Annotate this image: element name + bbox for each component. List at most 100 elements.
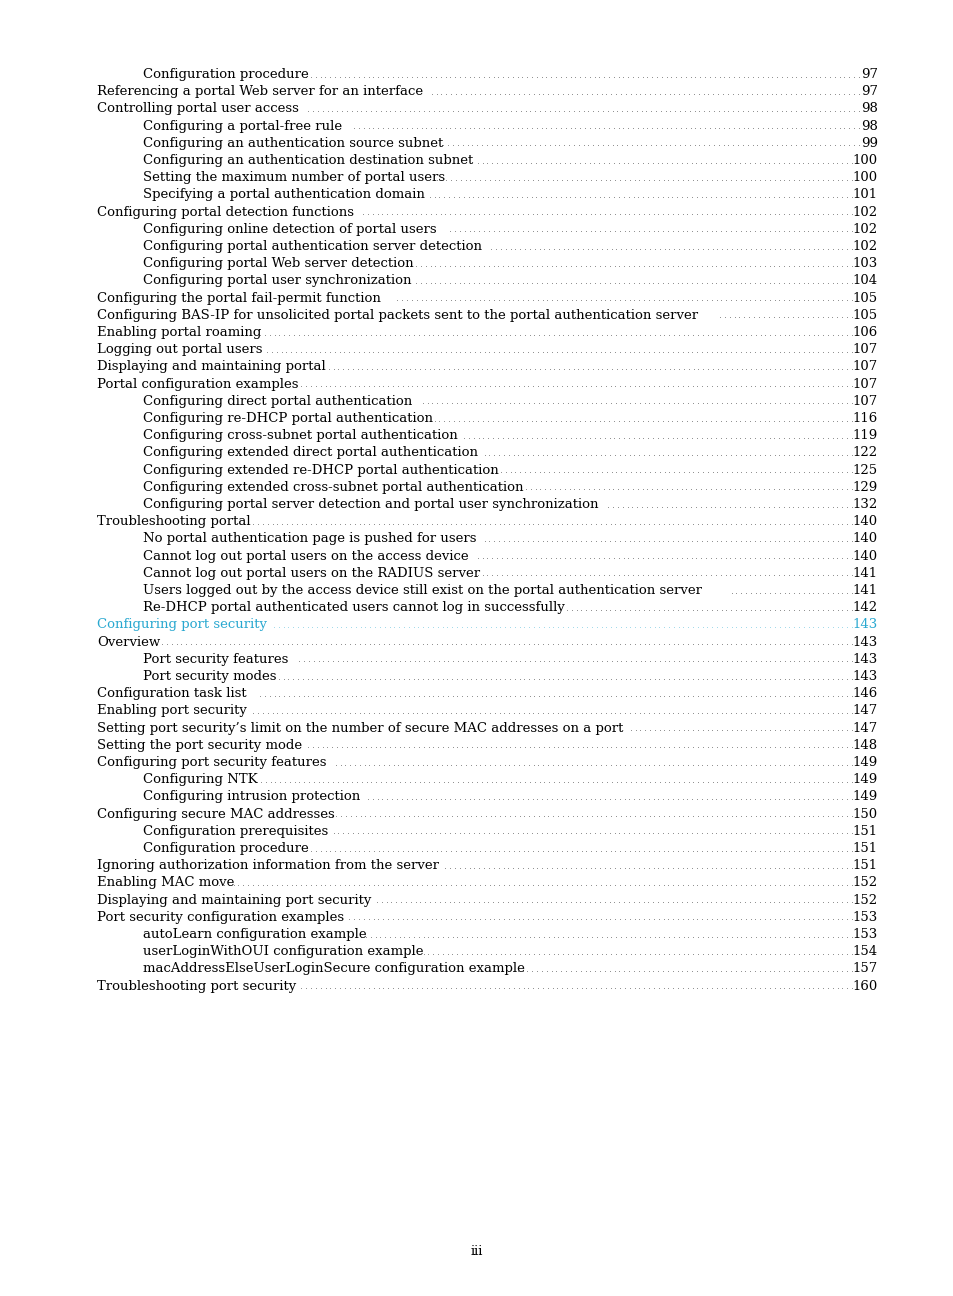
Text: Port security configuration examples: Port security configuration examples (97, 911, 344, 924)
Text: Overview: Overview (97, 635, 160, 648)
Text: Configuration task list: Configuration task list (97, 687, 247, 700)
Text: Ignoring authorization information from the server: Ignoring authorization information from … (97, 859, 438, 872)
Text: 141: 141 (852, 566, 877, 579)
Text: Port security features: Port security features (143, 653, 288, 666)
Text: Enabling MAC move: Enabling MAC move (97, 876, 234, 889)
Text: Setting port security’s limit on the number of secure MAC addresses on a port: Setting port security’s limit on the num… (97, 722, 622, 735)
Text: 107: 107 (852, 343, 877, 356)
Text: 105: 105 (852, 292, 877, 305)
Text: Configuring online detection of portal users: Configuring online detection of portal u… (143, 223, 436, 236)
Text: Setting the port security mode: Setting the port security mode (97, 739, 302, 752)
Text: autoLearn configuration example: autoLearn configuration example (143, 928, 366, 941)
Text: 154: 154 (852, 945, 877, 958)
Text: 147: 147 (852, 722, 877, 735)
Text: 107: 107 (852, 377, 877, 390)
Text: 99: 99 (861, 137, 877, 150)
Text: 132: 132 (852, 498, 877, 511)
Text: Configuring direct portal authentication: Configuring direct portal authentication (143, 395, 412, 408)
Text: 140: 140 (852, 550, 877, 562)
Text: 143: 143 (852, 635, 877, 648)
Text: Configuring port security: Configuring port security (97, 618, 267, 631)
Text: Configuring extended cross-subnet portal authentication: Configuring extended cross-subnet portal… (143, 481, 523, 494)
Text: 152: 152 (852, 876, 877, 889)
Text: 150: 150 (852, 807, 877, 820)
Text: 153: 153 (852, 928, 877, 941)
Text: 157: 157 (852, 963, 877, 976)
Text: Configuring port security features: Configuring port security features (97, 756, 326, 769)
Text: userLoginWithOUI configuration example: userLoginWithOUI configuration example (143, 945, 423, 958)
Text: 151: 151 (852, 824, 877, 837)
Text: Configuring extended direct portal authentication: Configuring extended direct portal authe… (143, 446, 477, 459)
Text: 107: 107 (852, 360, 877, 373)
Text: Configuring NTK: Configuring NTK (143, 774, 257, 787)
Text: Port security modes: Port security modes (143, 670, 276, 683)
Text: Configuring portal authentication server detection: Configuring portal authentication server… (143, 240, 481, 253)
Text: 125: 125 (852, 464, 877, 477)
Text: Configuring re-DHCP portal authentication: Configuring re-DHCP portal authenticatio… (143, 412, 433, 425)
Text: Displaying and maintaining portal: Displaying and maintaining portal (97, 360, 325, 373)
Text: 151: 151 (852, 859, 877, 872)
Text: Configuring secure MAC addresses: Configuring secure MAC addresses (97, 807, 335, 820)
Text: iii: iii (471, 1245, 482, 1258)
Text: Configuring extended re-DHCP portal authentication: Configuring extended re-DHCP portal auth… (143, 464, 498, 477)
Text: Configuration prerequisites: Configuration prerequisites (143, 824, 328, 837)
Text: Configuring the portal fail-permit function: Configuring the portal fail-permit funct… (97, 292, 380, 305)
Text: Enabling port security: Enabling port security (97, 705, 247, 718)
Text: 140: 140 (852, 516, 877, 529)
Text: 140: 140 (852, 533, 877, 546)
Text: 98: 98 (861, 102, 877, 115)
Text: Referencing a portal Web server for an interface: Referencing a portal Web server for an i… (97, 86, 423, 98)
Text: macAddressElseUserLoginSecure configuration example: macAddressElseUserLoginSecure configurat… (143, 963, 524, 976)
Text: 160: 160 (852, 980, 877, 993)
Text: 143: 143 (852, 653, 877, 666)
Text: 119: 119 (852, 429, 877, 442)
Text: Users logged out by the access device still exist on the portal authentication s: Users logged out by the access device st… (143, 584, 701, 597)
Text: Configuring a portal-free rule: Configuring a portal-free rule (143, 119, 342, 132)
Text: Specifying a portal authentication domain: Specifying a portal authentication domai… (143, 188, 424, 201)
Text: 149: 149 (852, 774, 877, 787)
Text: Re-DHCP portal authenticated users cannot log in successfully: Re-DHCP portal authenticated users canno… (143, 601, 564, 614)
Text: 106: 106 (852, 327, 877, 340)
Text: 102: 102 (852, 240, 877, 253)
Text: 103: 103 (852, 257, 877, 270)
Text: 142: 142 (852, 601, 877, 614)
Text: Cannot log out portal users on the access device: Cannot log out portal users on the acces… (143, 550, 468, 562)
Text: 152: 152 (852, 894, 877, 907)
Text: Logging out portal users: Logging out portal users (97, 343, 262, 356)
Text: 105: 105 (852, 308, 877, 321)
Text: 146: 146 (852, 687, 877, 700)
Text: Configuring portal detection functions: Configuring portal detection functions (97, 206, 354, 219)
Text: 151: 151 (852, 842, 877, 855)
Text: 147: 147 (852, 705, 877, 718)
Text: Configuration procedure: Configuration procedure (143, 67, 309, 80)
Text: 153: 153 (852, 911, 877, 924)
Text: 149: 149 (852, 756, 877, 769)
Text: 122: 122 (852, 446, 877, 459)
Text: 149: 149 (852, 791, 877, 804)
Text: Configuring intrusion protection: Configuring intrusion protection (143, 791, 360, 804)
Text: Controlling portal user access: Controlling portal user access (97, 102, 298, 115)
Text: Configuring cross-subnet portal authentication: Configuring cross-subnet portal authenti… (143, 429, 457, 442)
Text: Portal configuration examples: Portal configuration examples (97, 377, 298, 390)
Text: 143: 143 (852, 670, 877, 683)
Text: Configuring portal server detection and portal user synchronization: Configuring portal server detection and … (143, 498, 598, 511)
Text: Configuring BAS-IP for unsolicited portal packets sent to the portal authenticat: Configuring BAS-IP for unsolicited porta… (97, 308, 698, 321)
Text: Configuring portal Web server detection: Configuring portal Web server detection (143, 257, 414, 270)
Text: 141: 141 (852, 584, 877, 597)
Text: 97: 97 (861, 86, 877, 98)
Text: 101: 101 (852, 188, 877, 201)
Text: Cannot log out portal users on the RADIUS server: Cannot log out portal users on the RADIU… (143, 566, 479, 579)
Text: 148: 148 (852, 739, 877, 752)
Text: Configuring an authentication destination subnet: Configuring an authentication destinatio… (143, 154, 473, 167)
Text: Displaying and maintaining port security: Displaying and maintaining port security (97, 894, 371, 907)
Text: 104: 104 (852, 275, 877, 288)
Text: 98: 98 (861, 119, 877, 132)
Text: 100: 100 (852, 154, 877, 167)
Text: Troubleshooting portal: Troubleshooting portal (97, 516, 251, 529)
Text: 107: 107 (852, 395, 877, 408)
Text: Configuring portal user synchronization: Configuring portal user synchronization (143, 275, 411, 288)
Text: 102: 102 (852, 206, 877, 219)
Text: 100: 100 (852, 171, 877, 184)
Text: 143: 143 (852, 618, 877, 631)
Text: 97: 97 (861, 67, 877, 80)
